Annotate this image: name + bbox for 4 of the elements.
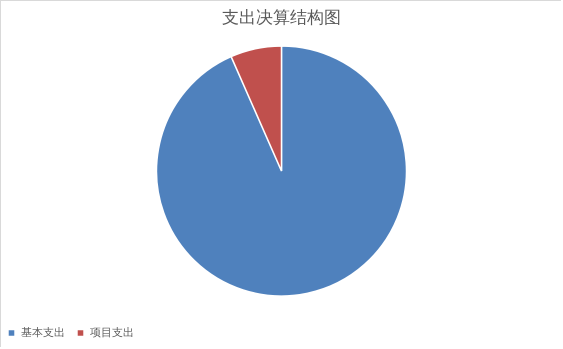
legend-label: 项目支出 bbox=[90, 326, 134, 339]
chart-title: 支出决算结构图 bbox=[222, 8, 341, 28]
legend-label: 基本支出 bbox=[21, 326, 65, 339]
pie-slice bbox=[156, 45, 408, 297]
